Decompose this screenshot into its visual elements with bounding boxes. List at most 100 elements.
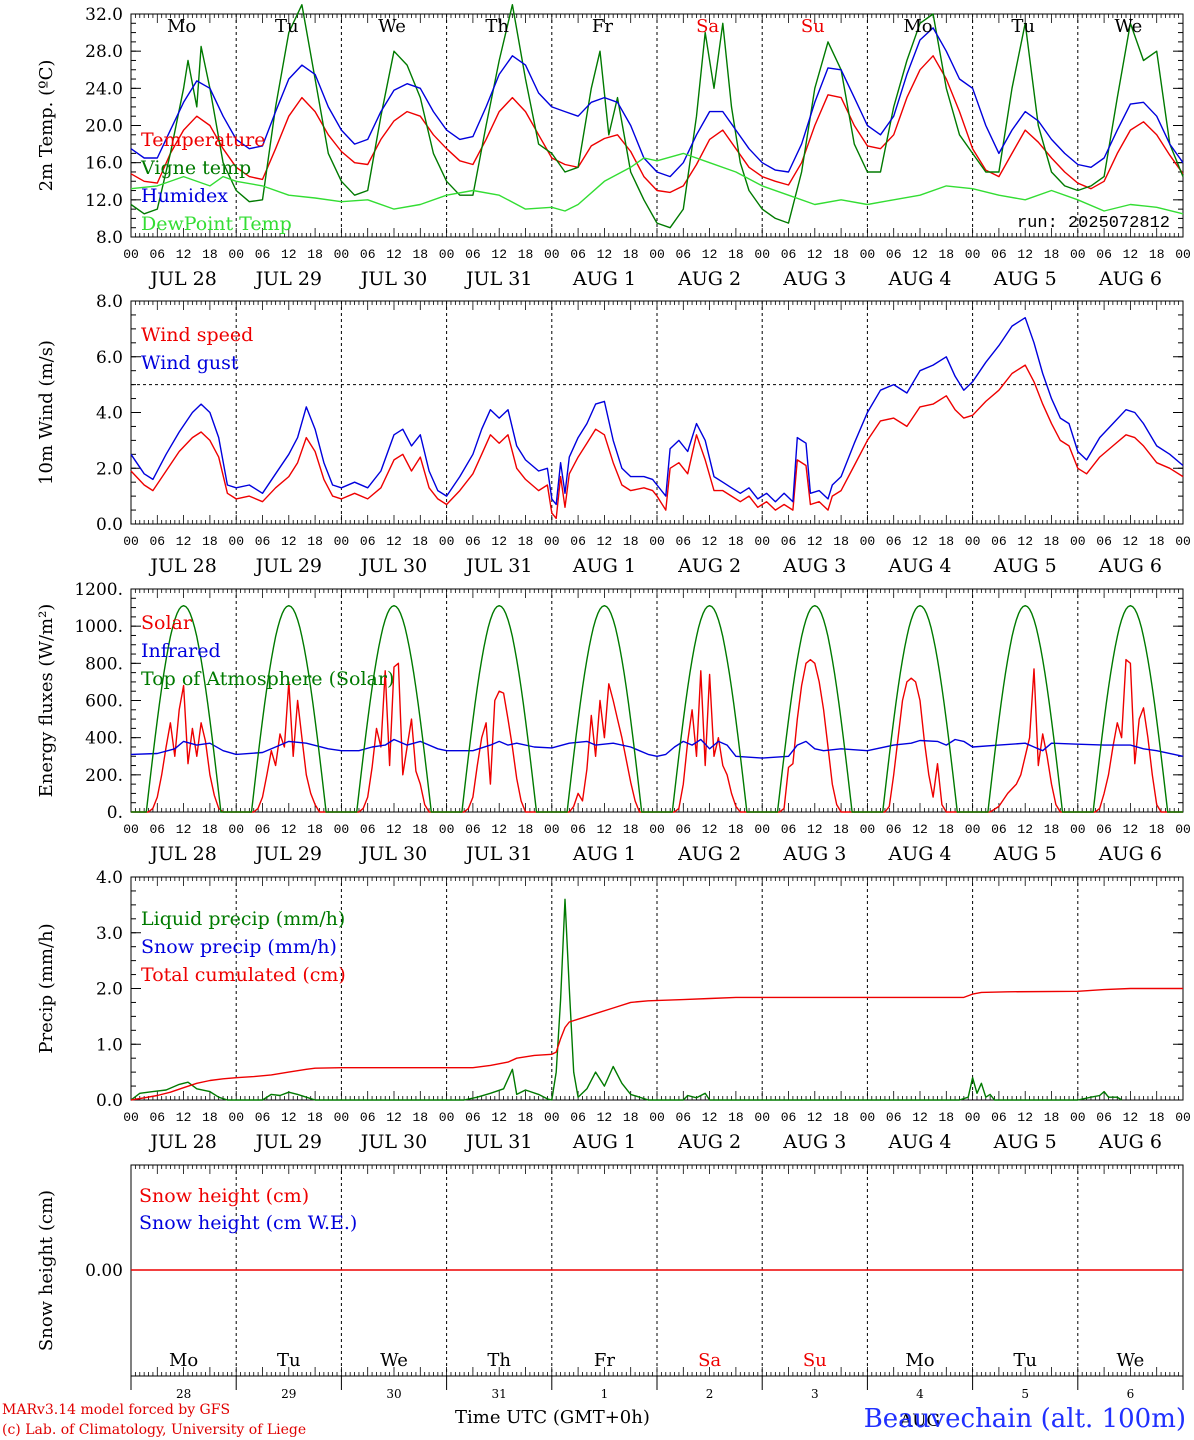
hour-tick-label: 18 [1044, 1110, 1060, 1125]
y-tick-label: 6.0 [96, 348, 123, 368]
hour-tick-label: 12 [1123, 1110, 1139, 1125]
hour-tick-label: 18 [833, 534, 849, 549]
hour-tick-label: 00 [228, 822, 244, 837]
hour-tick-label: 18 [307, 247, 323, 262]
hour-tick-label: 06 [991, 534, 1007, 549]
hour-tick-label: 06 [781, 534, 797, 549]
weekday-label: Su [801, 16, 825, 37]
date-label: AUG 5 [993, 268, 1057, 290]
legend-entry: Solar [141, 612, 193, 634]
y-tick-label: 0.00 [85, 1261, 123, 1281]
date-label: AUG 2 [677, 268, 741, 290]
date-label: JUL 28 [148, 1131, 216, 1153]
hour-tick-label: 18 [728, 1110, 744, 1125]
hour-tick-label: 00 [544, 822, 560, 837]
legend-entry: Snow height (cm W.E.) [139, 1212, 357, 1234]
hour-tick-label: 18 [202, 1110, 218, 1125]
credit-lab: (c) Lab. of Climatology, University of L… [2, 1422, 307, 1438]
date-label: AUG 2 [677, 843, 741, 865]
y-tick-label: 8.0 [96, 228, 123, 248]
hour-tick-label: 12 [597, 1110, 613, 1125]
date-label: JUL 30 [359, 1131, 427, 1153]
credit-model: MARv3.14 model forced by GFS [2, 1402, 231, 1418]
hour-tick-label: 18 [518, 534, 534, 549]
hour-tick-label: 12 [597, 822, 613, 837]
day-number: 1 [601, 1387, 609, 1401]
hour-tick-label: 12 [386, 247, 402, 262]
panel-2: 0.0 2.0 4.0 6.0 8.0 10m Wind (m/s) Wind speed W… [36, 292, 1191, 577]
hour-tick-label: 18 [202, 822, 218, 837]
y-tick-label: 1200. [74, 580, 123, 600]
series-line-total-cumulated-cm- [130, 987, 1183, 1101]
hour-tick-label: 12 [281, 247, 297, 262]
y-axis-label: Precip (mm/h) [36, 923, 57, 1053]
weekday-label: Th [485, 16, 509, 37]
hour-tick-label: 06 [675, 822, 691, 837]
hour-tick-label: 18 [1044, 822, 1060, 837]
weekday-label: Tu [1013, 1350, 1037, 1371]
hour-tick-label: 12 [1123, 247, 1139, 262]
hour-tick-label: 18 [412, 1110, 428, 1125]
hour-tick-label: 06 [255, 534, 271, 549]
hour-tick-label: 12 [491, 1110, 507, 1125]
panel-3: 0. 200. 400. 600. 800. 1000. 1200. Energy fluxe… [36, 580, 1191, 865]
date-label: AUG 6 [1098, 1131, 1162, 1153]
y-tick-label: 1.0 [96, 1035, 123, 1055]
hour-tick-label: 00 [334, 822, 350, 837]
hour-tick-label: 18 [518, 1110, 534, 1125]
y-tick-label: 3.0 [96, 924, 123, 944]
hour-tick-label: 12 [386, 534, 402, 549]
hour-tick-label: 00 [123, 822, 139, 837]
hour-tick-label: 00 [649, 534, 665, 549]
hour-tick-label: 18 [1149, 822, 1165, 837]
hour-tick-label: 12 [386, 822, 402, 837]
date-label: JUL 30 [359, 268, 427, 290]
date-label: JUL 29 [254, 1131, 322, 1153]
panel-4: 0.0 1.0 2.0 3.0 4.0 Precip (mm/h) Liquid preci… [36, 868, 1191, 1153]
hour-tick-label: 18 [307, 1110, 323, 1125]
date-label: AUG 3 [782, 555, 846, 577]
weekday-label: Tu [275, 16, 299, 37]
date-label: AUG 6 [1098, 268, 1162, 290]
date-label: JUL 28 [148, 268, 216, 290]
hour-tick-label: 00 [1175, 1110, 1191, 1125]
legend-entry: DewPoint Temp [141, 213, 292, 235]
date-label: AUG 5 [993, 1131, 1057, 1153]
plot-frame [130, 300, 1184, 525]
hour-tick-label: 18 [833, 247, 849, 262]
hour-tick-label: 00 [334, 247, 350, 262]
hour-tick-label: 18 [1149, 247, 1165, 262]
hour-tick-label: 12 [912, 247, 928, 262]
weekday-label: We [378, 16, 406, 37]
date-label: AUG 6 [1098, 843, 1162, 865]
hour-tick-label: 00 [228, 534, 244, 549]
date-label: JUL 28 [148, 843, 216, 865]
hour-tick-label: 00 [228, 247, 244, 262]
hour-tick-label: 00 [334, 1110, 350, 1125]
weekday-label: We [380, 1350, 408, 1371]
hour-tick-label: 18 [412, 534, 428, 549]
hour-tick-label: 06 [360, 247, 376, 262]
series-line-vigne-temp [130, 4, 1184, 229]
day-number: 29 [281, 1387, 296, 1401]
hour-tick-label: 00 [544, 1110, 560, 1125]
hour-tick-label: 18 [307, 822, 323, 837]
hour-tick-label: 18 [1149, 1110, 1165, 1125]
y-tick-label: 400. [85, 729, 123, 749]
weekday-label: Su [803, 1350, 827, 1371]
hour-tick-label: 12 [807, 534, 823, 549]
y-tick-label: 20.0 [85, 117, 123, 137]
weekday-label: Mo [169, 1350, 198, 1371]
legend-entry: Top of Atmosphere (Solar) [141, 668, 394, 690]
date-label: AUG 4 [887, 1131, 951, 1153]
legend-entry: Wind gust [141, 352, 239, 374]
hour-tick-label: 00 [1070, 534, 1086, 549]
hour-tick-label: 12 [807, 822, 823, 837]
date-label: AUG 3 [782, 1131, 846, 1153]
weekday-label: Fr [594, 1350, 615, 1371]
hour-tick-label: 18 [728, 822, 744, 837]
hour-tick-label: 00 [1070, 1110, 1086, 1125]
hour-tick-label: 00 [544, 247, 560, 262]
y-tick-label: 0.0 [96, 515, 123, 535]
y-tick-label: 200. [85, 766, 123, 786]
